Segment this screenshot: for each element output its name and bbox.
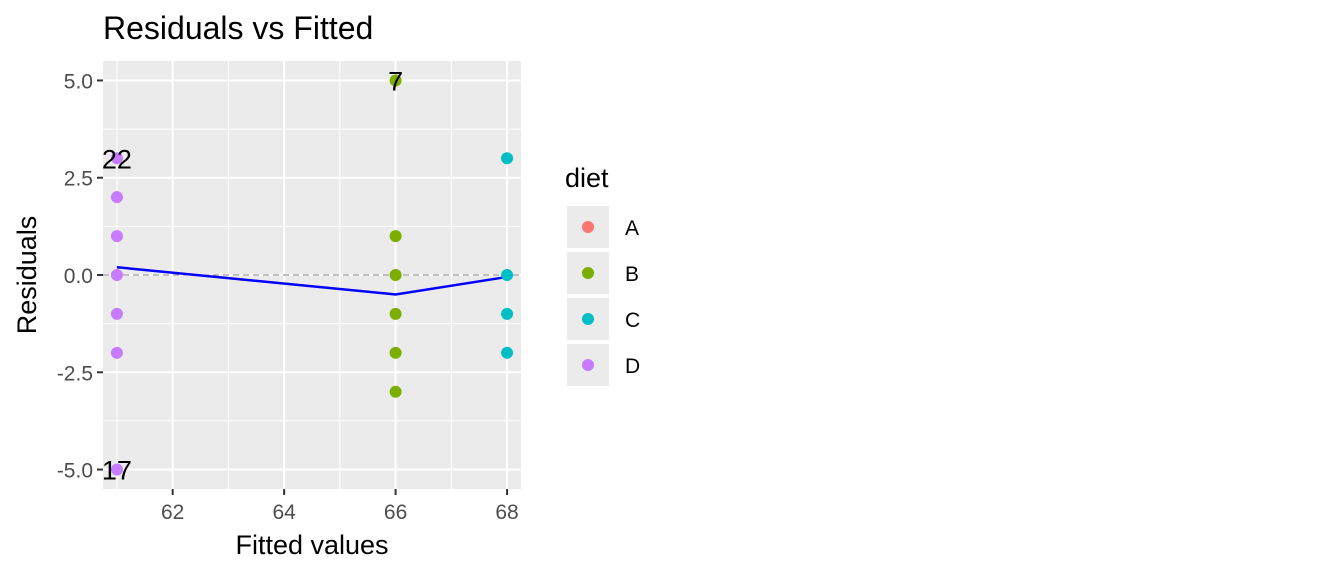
data-point (501, 269, 514, 281)
legend-key-point (582, 221, 594, 233)
chart-title: Residuals vs Fitted (103, 10, 373, 46)
legend-label: A (625, 217, 639, 240)
legend-label: D (625, 355, 640, 378)
data-point (389, 307, 402, 320)
legend-label: B (625, 263, 639, 286)
data-point (110, 230, 123, 243)
point-label: 7 (388, 66, 403, 96)
y-axis-ticks: 5.0 2.5 0.0 -2.5 -5.0 (57, 70, 103, 483)
data-point (110, 463, 123, 476)
point-label: 22 (102, 144, 132, 174)
point-labels: 7 22 17 (102, 66, 403, 485)
data-point (110, 269, 123, 281)
data-point (110, 346, 123, 359)
data-point (389, 269, 402, 281)
data-point (501, 307, 514, 320)
data-point (389, 385, 402, 398)
data-point (501, 152, 514, 165)
data-point (110, 152, 123, 165)
y-tick-label: 2.5 (64, 168, 93, 191)
data-points (110, 74, 514, 476)
y-tick-label: 5.0 (64, 70, 93, 93)
y-tick-label: -5.0 (57, 460, 93, 483)
legend-key-point (582, 267, 594, 279)
legend-label: C (625, 309, 640, 332)
x-axis-title: Fitted values (235, 530, 388, 560)
legend-key-point (582, 313, 594, 325)
y-tick-label: 0.0 (64, 265, 93, 288)
x-axis-ticks: 62 64 66 68 (161, 489, 519, 524)
y-axis-title: Residuals (12, 216, 42, 335)
data-point (389, 74, 402, 87)
data-point (389, 346, 402, 359)
data-point (389, 230, 402, 243)
point-label: 17 (102, 456, 132, 486)
y-tick-label: -2.5 (57, 362, 93, 385)
legend-title: diet (565, 163, 609, 193)
x-tick-label: 66 (384, 501, 407, 524)
x-tick-label: 68 (495, 501, 518, 524)
data-point (110, 307, 123, 320)
x-tick-label: 64 (272, 501, 296, 524)
x-tick-label: 62 (161, 501, 184, 524)
data-point (110, 191, 123, 204)
data-point (501, 346, 514, 359)
smooth-line (116, 265, 508, 296)
legend-key-point (582, 359, 594, 371)
